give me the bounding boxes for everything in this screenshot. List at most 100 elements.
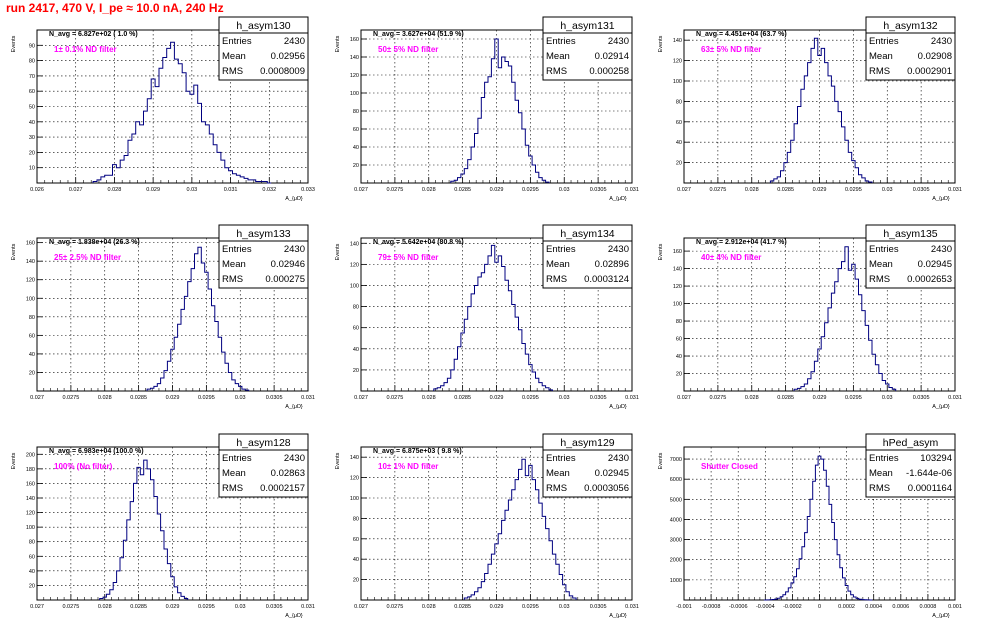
- x-tick-label: 0.0002: [838, 604, 855, 610]
- stats-key: RMS: [546, 66, 567, 77]
- histogram-line: [793, 246, 897, 391]
- stats-value: 0.0002653: [907, 274, 952, 285]
- y-tick-label: 20: [353, 368, 359, 374]
- x-tick-label: 0.031: [625, 395, 639, 401]
- stats-key: Entries: [222, 244, 252, 255]
- x-tick-label: 0.0305: [913, 395, 930, 401]
- x-axis-label: A_{μD}: [609, 613, 627, 619]
- stats-key: Entries: [546, 453, 576, 464]
- x-tick-label: 0.027: [677, 395, 691, 401]
- y-axis-label: Events: [11, 243, 17, 260]
- y-tick-label: 100: [26, 525, 35, 531]
- panel-h_asym133: 0.027 0.0275 0.028 0.0285 0.029 0.0295 0.03 0.0…: [11, 224, 315, 410]
- y-tick-label: 90: [29, 43, 35, 49]
- histogram-line: [463, 458, 577, 600]
- x-tick-label: 0.0285: [777, 187, 794, 193]
- stats-box: [542, 16, 633, 81]
- x-tick-label: -0.0006: [729, 604, 748, 610]
- y-tick-label: 40: [29, 569, 35, 575]
- stats-box: [542, 433, 633, 498]
- y-tick-label: 140: [673, 38, 682, 44]
- stats-title: h_asym131: [560, 20, 614, 32]
- x-tick-label: 0.03: [235, 395, 246, 401]
- y-tick-label: 60: [676, 337, 682, 343]
- y-tick-label: 60: [29, 89, 35, 95]
- y-tick-label: 60: [29, 554, 35, 560]
- histogram-line: [99, 459, 189, 600]
- histogram-line: [92, 41, 272, 184]
- y-tick-label: 160: [26, 481, 35, 487]
- filter-label: 40± 4% ND filter: [701, 253, 761, 262]
- stats-key: Mean: [222, 468, 246, 479]
- y-tick-label: 100: [26, 296, 35, 302]
- x-tick-label: 0.0285: [454, 187, 471, 193]
- x-axis-label: A_{μD}: [609, 196, 627, 202]
- filter-label: 100% (No filter): [54, 462, 113, 471]
- y-tick-label: 100: [350, 283, 359, 289]
- y-tick-label: 60: [353, 127, 359, 133]
- y-tick-label: 120: [350, 476, 359, 482]
- y-tick-label: 100: [350, 496, 359, 502]
- x-tick-label: 0.03: [235, 604, 246, 610]
- x-tick-label: 0.03: [559, 604, 570, 610]
- stats-key: Mean: [869, 468, 893, 479]
- y-axis-label: Events: [11, 452, 17, 469]
- x-tick-label: 0.027: [30, 604, 44, 610]
- y-tick-label: 80: [29, 315, 35, 321]
- stats-value: 0.0003056: [584, 483, 629, 494]
- y-tick-label: 120: [673, 284, 682, 290]
- x-axis-label: A_{μD}: [609, 404, 627, 410]
- y-tick-label: 60: [676, 120, 682, 126]
- y-tick-label: 160: [26, 241, 35, 247]
- filter-label: 25± 2.5% ND filter: [54, 253, 121, 262]
- panel-h_asym131: 0.027 0.0275 0.028 0.0285 0.029 0.0295 0.03 0.0…: [335, 16, 639, 202]
- stats-key: Entries: [869, 36, 899, 47]
- stats-box: [542, 224, 633, 289]
- histogram-line: [433, 244, 553, 391]
- stats-box: [865, 224, 956, 289]
- y-tick-label: 30: [29, 135, 35, 141]
- y-tick-label: 100: [673, 302, 682, 308]
- stats-value: 0.0002901: [907, 66, 952, 77]
- y-tick-label: 80: [676, 99, 682, 105]
- x-tick-label: 0.0295: [198, 604, 215, 610]
- x-tick-label: 0.0285: [130, 395, 147, 401]
- x-tick-label: 0.028: [98, 604, 112, 610]
- y-tick-label: 160: [673, 249, 682, 255]
- stats-value: 2430: [608, 244, 629, 255]
- x-tick-label: 0.03: [186, 187, 197, 193]
- x-tick-label: 0.026: [30, 187, 44, 193]
- stats-key: Entries: [546, 36, 576, 47]
- stats-key: Mean: [869, 51, 893, 62]
- x-tick-label: 0.0275: [62, 604, 79, 610]
- x-tick-label: 0.027: [354, 604, 368, 610]
- histogram-line: [146, 246, 250, 391]
- stats-key: Mean: [546, 468, 570, 479]
- x-tick-label: 0.0295: [845, 395, 862, 401]
- stats-key: RMS: [869, 66, 890, 77]
- y-tick-label: 20: [29, 583, 35, 589]
- y-tick-label: 140: [26, 496, 35, 502]
- navg-label: N_avg = 6.983e+04 (100.0 %): [49, 448, 144, 455]
- x-axis-label: A_{μD}: [285, 196, 303, 202]
- stats-value: 0.0008009: [260, 66, 305, 77]
- y-tick-label: 140: [350, 241, 359, 247]
- x-tick-label: 0.03: [882, 187, 893, 193]
- y-tick-label: 60: [353, 326, 359, 332]
- stats-key: RMS: [222, 274, 243, 285]
- x-axis-label: A_{μD}: [285, 404, 303, 410]
- x-tick-label: -0.0002: [783, 604, 802, 610]
- x-tick-label: 0.001: [948, 604, 962, 610]
- stats-box: [218, 16, 309, 81]
- histogram-line: [763, 455, 873, 601]
- x-tick-label: 0.0275: [709, 187, 726, 193]
- navg-label: N_avg = 6.875e+03 ( 9.8 %): [373, 448, 462, 455]
- stats-title: h_asym135: [883, 228, 937, 240]
- y-tick-label: 50: [29, 105, 35, 111]
- x-axis-label: A_{μD}: [932, 613, 950, 619]
- stats-value: 2430: [284, 36, 305, 47]
- navg-label: N_avg = 2.912e+04 (41.7 %): [696, 239, 787, 246]
- x-tick-label: 0.0305: [266, 604, 283, 610]
- filter-label: 79± 5% ND filter: [378, 253, 438, 262]
- stats-value: -1.644e-06: [906, 468, 952, 479]
